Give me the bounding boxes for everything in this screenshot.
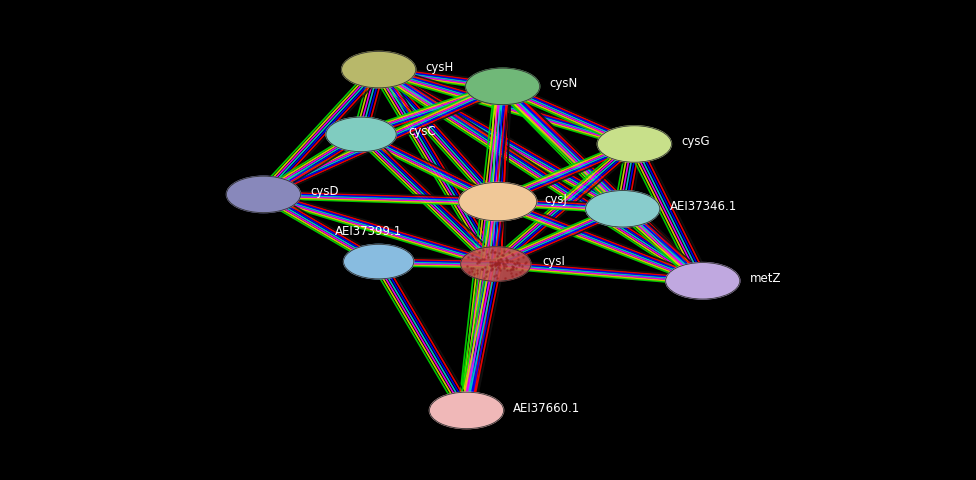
Circle shape — [429, 392, 504, 429]
Text: AEI37399.1: AEI37399.1 — [336, 225, 402, 238]
Text: cysH: cysH — [426, 60, 454, 74]
Circle shape — [326, 117, 396, 152]
Circle shape — [342, 51, 416, 88]
Text: cysG: cysG — [681, 135, 710, 148]
Text: cysN: cysN — [549, 77, 578, 91]
Text: cysD: cysD — [310, 185, 339, 199]
Circle shape — [344, 244, 414, 279]
Text: cysJ: cysJ — [545, 192, 567, 206]
Circle shape — [459, 182, 537, 221]
Circle shape — [461, 247, 531, 281]
Text: cysI: cysI — [543, 255, 565, 268]
Text: AEI37346.1: AEI37346.1 — [670, 200, 737, 213]
Circle shape — [466, 68, 540, 105]
Text: AEI37660.1: AEI37660.1 — [513, 401, 581, 415]
Circle shape — [666, 263, 740, 299]
Circle shape — [597, 126, 671, 162]
Circle shape — [226, 176, 301, 213]
Circle shape — [586, 191, 660, 227]
Text: metZ: metZ — [750, 272, 781, 285]
Text: cysC: cysC — [408, 125, 435, 139]
